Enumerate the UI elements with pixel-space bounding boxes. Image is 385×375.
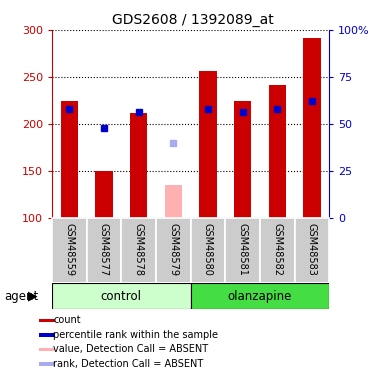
Bar — [164, 185, 182, 218]
Text: GSM48578: GSM48578 — [134, 223, 144, 276]
Bar — [61, 101, 78, 217]
Text: GSM48582: GSM48582 — [272, 223, 282, 276]
Text: value, Detection Call = ABSENT: value, Detection Call = ABSENT — [54, 345, 209, 354]
Bar — [38, 348, 55, 351]
Text: GSM48580: GSM48580 — [203, 223, 213, 276]
Bar — [52, 217, 87, 283]
Bar — [191, 283, 329, 309]
Bar — [121, 217, 156, 283]
Bar — [268, 86, 286, 218]
Text: GSM48577: GSM48577 — [99, 223, 109, 276]
Text: olanzapine: olanzapine — [228, 290, 292, 303]
Text: GSM48579: GSM48579 — [168, 223, 178, 276]
Bar — [225, 217, 260, 283]
Bar — [191, 217, 225, 283]
Bar — [52, 283, 191, 309]
Text: percentile rank within the sample: percentile rank within the sample — [54, 330, 218, 340]
Bar — [156, 217, 191, 283]
Text: GSM48583: GSM48583 — [307, 223, 317, 276]
Bar — [199, 71, 216, 217]
Bar — [38, 362, 55, 366]
Text: agent: agent — [4, 290, 38, 303]
Text: GSM48581: GSM48581 — [238, 223, 248, 276]
Text: ▶: ▶ — [28, 290, 38, 303]
Text: rank, Detection Call = ABSENT: rank, Detection Call = ABSENT — [54, 359, 204, 369]
Bar — [87, 217, 121, 283]
Bar — [130, 112, 147, 218]
Text: GDS2608 / 1392089_at: GDS2608 / 1392089_at — [112, 13, 273, 27]
Text: control: control — [101, 290, 142, 303]
Bar — [303, 39, 320, 218]
Bar — [38, 333, 55, 336]
Bar — [95, 171, 112, 217]
Bar — [234, 101, 251, 217]
Bar — [260, 217, 295, 283]
Bar — [38, 319, 55, 322]
Text: GSM48559: GSM48559 — [64, 223, 74, 276]
Text: count: count — [54, 315, 81, 326]
Bar — [295, 217, 329, 283]
